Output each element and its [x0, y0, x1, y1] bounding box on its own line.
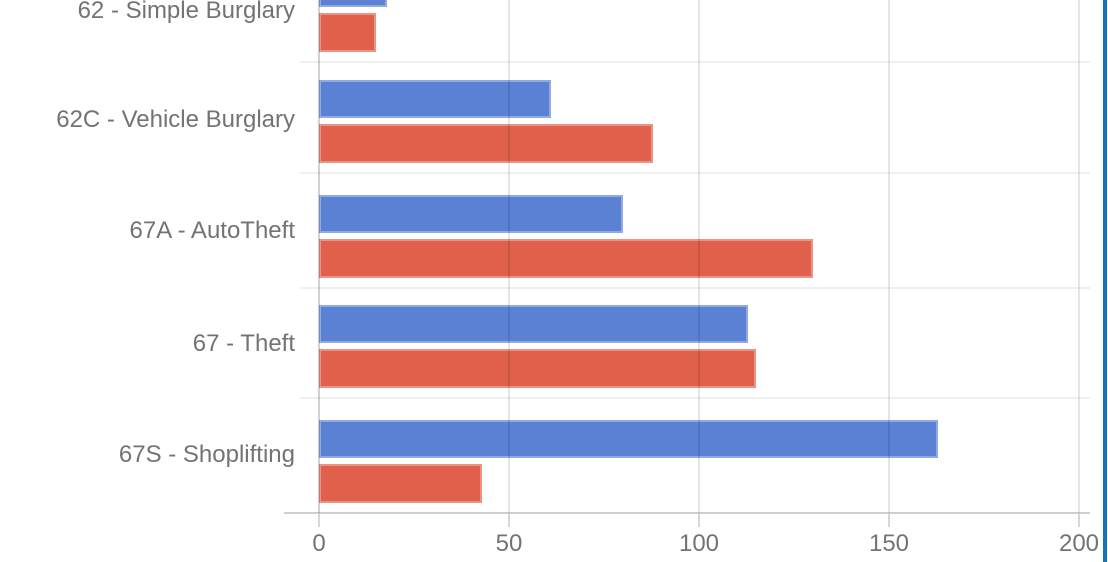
- x-axis-tick-label: 50: [495, 530, 523, 557]
- x-axis-tick: [1078, 513, 1080, 527]
- category-separator-line: [300, 397, 1090, 399]
- x-axis-tick: [508, 513, 510, 527]
- gridline-x-150: [888, 0, 890, 513]
- category-separator-line: [300, 172, 1090, 174]
- window-right-edge-border: [1103, 0, 1107, 562]
- category-label: 67 - Theft: [192, 330, 295, 357]
- bar-red-3[interactable]: [319, 239, 813, 278]
- bar-red-4[interactable]: [319, 349, 756, 388]
- x-axis-tick-label: 0: [312, 530, 326, 557]
- bar-red-5[interactable]: [319, 464, 482, 503]
- bar-blue-5[interactable]: [319, 420, 938, 458]
- bar-blue-2[interactable]: [319, 80, 551, 118]
- bar-blue-1[interactable]: [319, 0, 387, 7]
- category-label: 62 - Simple Burglary: [77, 0, 295, 24]
- x-axis-tick-label: 100: [678, 530, 720, 557]
- bar-blue-3[interactable]: [319, 195, 623, 233]
- category-separator-line: [300, 61, 1090, 63]
- x-axis-tick: [698, 513, 700, 527]
- bar-red-2[interactable]: [319, 124, 653, 163]
- category-label: 67A - AutoTheft: [129, 217, 295, 244]
- gridline-x-100: [698, 0, 700, 513]
- gridline-x-0: [318, 0, 320, 513]
- x-axis-tick: [888, 513, 890, 527]
- category-separator-line: [300, 287, 1090, 289]
- category-label: 67S - Shoplifting: [118, 441, 295, 468]
- gridline-x-50: [508, 0, 510, 513]
- x-axis-line: [284, 512, 1090, 514]
- x-axis-tick-label: 200: [1058, 530, 1100, 557]
- bar-blue-4[interactable]: [319, 305, 748, 343]
- bar-red-1[interactable]: [319, 13, 376, 52]
- category-label: 62C - Vehicle Burglary: [56, 106, 295, 133]
- x-axis-tick-label: 150: [868, 530, 910, 557]
- gridline-x-200: [1078, 0, 1080, 513]
- x-axis-tick: [318, 513, 320, 527]
